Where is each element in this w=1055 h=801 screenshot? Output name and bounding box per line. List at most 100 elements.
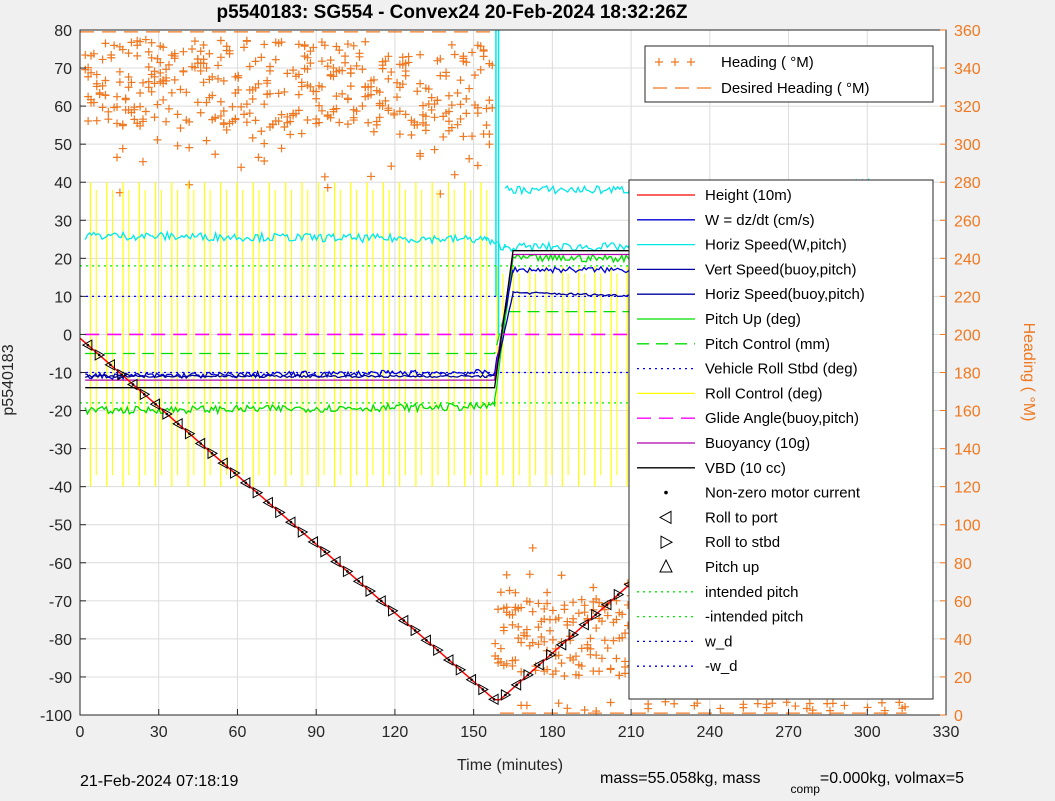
heading-point [179, 47, 188, 56]
roll-to-stbd-marker [162, 408, 173, 420]
heading-point [427, 105, 436, 114]
y-tick-label-right: 340 [954, 61, 981, 78]
heading-point [317, 82, 326, 91]
heading-point [260, 139, 269, 148]
y-tick-label-right: 180 [954, 366, 981, 383]
heading-point [600, 636, 609, 645]
roll-to-stbd-marker [139, 388, 151, 401]
heading-point [670, 699, 679, 708]
legend-heading-symbol [687, 58, 695, 66]
motor-current-point [616, 593, 620, 596]
y-tick-label-left: 80 [54, 23, 72, 40]
motor-current-point [379, 599, 383, 603]
motor-current-point [109, 363, 112, 367]
heading-point [404, 58, 413, 67]
heading-point [216, 97, 225, 106]
heading-point [485, 140, 494, 149]
heading-point [482, 121, 491, 130]
y-tick-label-left: -20 [49, 404, 72, 421]
heading-point [329, 72, 338, 81]
heading-point [496, 588, 505, 597]
heading-point [190, 63, 199, 72]
roll-to-stbd-marker [297, 526, 309, 538]
motor-current-point [312, 540, 315, 544]
heading-point [456, 76, 465, 85]
heading-point [895, 698, 904, 707]
legend-label: VBD (10 cc) [705, 460, 786, 477]
y-tick-label-left: -100 [40, 708, 72, 725]
heading-point [179, 66, 188, 75]
roll-to-port-marker [600, 598, 612, 611]
heading-point [248, 133, 257, 142]
y-tick-label-left: 30 [54, 213, 72, 230]
heading-point [901, 702, 910, 711]
heading-point [202, 98, 211, 107]
y-tick-label-right: 320 [954, 99, 981, 116]
heading-point [95, 88, 104, 97]
heading-point [312, 94, 321, 103]
heading-point [693, 699, 702, 708]
heading-point [173, 110, 182, 119]
heading-point [375, 88, 384, 97]
roll-to-port-marker [510, 679, 522, 691]
y-tick-label-right: 160 [954, 404, 981, 421]
x-tick-label: 0 [76, 724, 85, 741]
heading-point [367, 82, 376, 91]
heading-point [586, 644, 595, 653]
heading-point [416, 152, 425, 161]
heading-point [211, 113, 220, 122]
heading-point [202, 136, 211, 145]
heading-point [384, 74, 393, 83]
motor-current-point [233, 471, 236, 475]
legend-label: Vehicle Roll Stbd (deg) [705, 361, 858, 378]
y-tick-label-right: 120 [954, 480, 981, 497]
heading-point [294, 106, 303, 115]
legend-label: Horiz Speed(W,pitch) [705, 237, 847, 254]
heading-point [98, 55, 107, 64]
heading-point [297, 78, 306, 87]
heading-point [156, 58, 165, 67]
heading-point [502, 659, 511, 668]
series-layer [79, 30, 908, 701]
heading-point [413, 87, 422, 96]
heading-point [121, 95, 130, 104]
heading-point [525, 570, 534, 579]
heading-point [456, 114, 465, 123]
heading-point [297, 129, 306, 138]
legend-label: Buoyancy (10g) [705, 435, 810, 452]
heading-point [543, 588, 552, 597]
heading-point [557, 571, 566, 580]
heading-point [364, 118, 373, 127]
heading-point [401, 71, 410, 80]
heading-point [459, 132, 468, 141]
heading-point [303, 116, 312, 125]
heading-point [138, 78, 147, 87]
heading-point [352, 107, 361, 116]
heading-point [644, 704, 653, 713]
roll-to-port-marker [375, 595, 386, 607]
heading-point [528, 607, 537, 616]
roll-to-stbd-marker [500, 689, 512, 701]
roll-to-port-marker [533, 658, 544, 671]
x-tick-label: 210 [618, 724, 645, 741]
heading-point [447, 101, 456, 110]
y-tick-label-right: 100 [954, 518, 981, 535]
heading-point [782, 698, 791, 707]
heading-point [283, 69, 292, 78]
roll-to-stbd-marker [388, 604, 399, 617]
heading-point [185, 143, 194, 152]
motor-current-point [425, 638, 428, 642]
roll-to-stbd-marker [455, 663, 467, 676]
heading-point [147, 87, 156, 96]
legend-label: w_d [704, 633, 733, 650]
roll-to-stbd-marker [275, 506, 286, 519]
roll-to-port-marker [488, 693, 499, 706]
heading-point [251, 116, 260, 125]
heading-point [621, 669, 630, 678]
heading-point [424, 85, 433, 94]
roll-to-stbd-marker [433, 644, 444, 656]
motor-current-point [334, 560, 338, 563]
roll-to-port-marker [330, 555, 341, 568]
heading-point [320, 172, 329, 181]
